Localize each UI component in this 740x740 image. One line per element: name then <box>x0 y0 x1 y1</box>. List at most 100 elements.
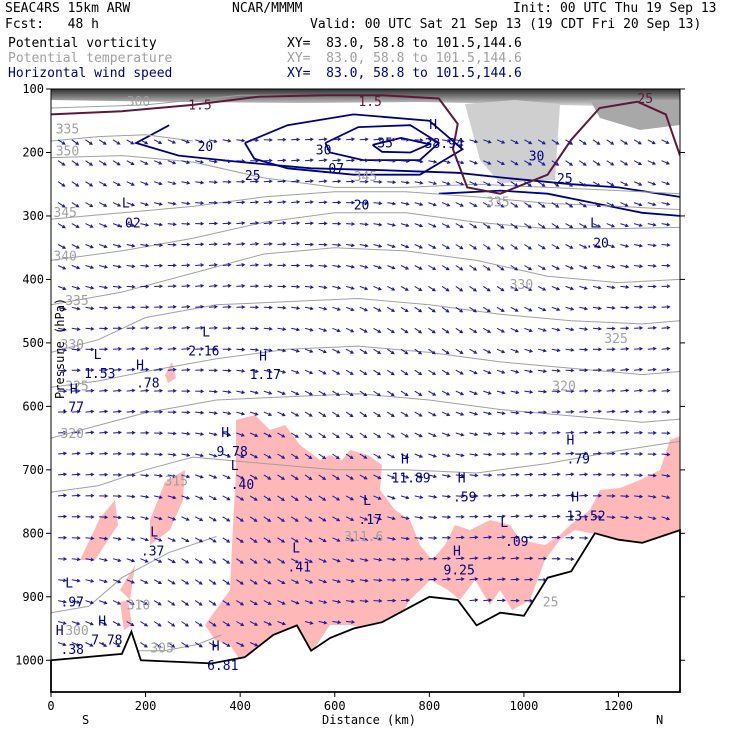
wind-arrow-693 <box>442 474 452 478</box>
wind-arrow-180 <box>154 263 164 268</box>
wind-arrow-178 <box>154 222 164 227</box>
wind-arrow-15 <box>58 451 68 456</box>
wind-arrow-96 <box>99 579 108 584</box>
wind-arrow-4 <box>57 223 66 229</box>
wind-arrow-225 <box>181 160 191 165</box>
wind-arrow-136 <box>126 367 136 372</box>
wind-arrow-339 <box>236 453 245 458</box>
wind-arrow-520 <box>346 200 356 205</box>
wind-arrow-793 <box>510 202 519 208</box>
wind-arrow-458 <box>304 411 313 417</box>
wind-arrow-674 <box>428 536 438 540</box>
wind-arrow-404 <box>277 263 287 268</box>
wind-arrow-182 <box>154 305 164 309</box>
wind-arrow-521 <box>346 222 356 226</box>
contour-line-2 <box>324 124 441 161</box>
wind-arrow-712 <box>455 411 465 416</box>
wind-arrow-500 <box>332 285 342 290</box>
wind-arrow-246 <box>181 600 190 606</box>
wind-arrow-937 <box>592 493 603 498</box>
wind-arrow-388 <box>263 432 272 438</box>
contour-label-35: L <box>590 216 598 231</box>
wind-arrow-379 <box>263 242 273 246</box>
wind-arrow-406 <box>277 305 287 310</box>
contour-label-66: .09 <box>505 535 528 550</box>
wind-arrow-261 <box>195 389 205 394</box>
wind-arrow-729 <box>469 306 478 313</box>
contour-label-30: H <box>429 118 437 133</box>
wind-arrow-603 <box>387 474 396 479</box>
wind-arrow-333 <box>236 326 246 331</box>
wind-arrow-882 <box>565 202 574 208</box>
wind-arrow-60 <box>85 347 95 352</box>
wind-arrow-856 <box>538 556 548 561</box>
wind-arrow-497 <box>332 221 342 226</box>
wind-arrow-611 <box>400 159 410 164</box>
wind-arrow-260 <box>195 368 205 372</box>
wind-arrow-424 <box>291 179 301 184</box>
wind-arrow-72 <box>85 600 95 605</box>
wind-arrow-233 <box>181 325 191 330</box>
contour-line-4 <box>438 189 680 217</box>
wind-arrow-331 <box>236 284 246 288</box>
wind-arrow-489 <box>318 558 327 563</box>
wind-arrow-143 <box>126 516 136 520</box>
contour-label-68: 9.25 <box>444 564 475 579</box>
wind-arrow-344 <box>236 558 244 564</box>
wind-arrow-79 <box>99 223 108 228</box>
wind-arrow-604 <box>387 495 396 500</box>
wind-arrow-844 <box>537 306 547 312</box>
wind-arrow-501 <box>332 306 341 311</box>
wind-arrow-251 <box>195 180 205 185</box>
wind-arrow-69 <box>85 536 95 541</box>
wind-arrow-1007 <box>647 367 657 372</box>
wind-arrow-923 <box>592 202 601 207</box>
wind-arrow-437 <box>290 453 299 459</box>
wind-arrow-1015 <box>661 139 670 144</box>
wind-arrow-236 <box>181 389 191 393</box>
wind-arrow-488 <box>318 537 327 542</box>
wind-arrow-435 <box>290 411 300 417</box>
wind-arrow-733 <box>469 390 478 395</box>
wind-arrow-312 <box>222 411 232 416</box>
wind-arrow-384 <box>263 348 273 353</box>
wind-arrow-263 <box>195 432 205 436</box>
wind-arrow-750 <box>483 265 491 271</box>
wind-arrow-376 <box>263 179 273 184</box>
wind-arrow-889 <box>565 348 575 352</box>
wind-arrow-677 <box>442 138 452 143</box>
wind-arrow-924 <box>592 223 602 228</box>
wind-arrow-949 <box>606 347 616 352</box>
wind-arrow-120 <box>112 558 122 563</box>
wind-arrow-470 <box>318 158 328 163</box>
wind-arrow-670 <box>428 453 438 458</box>
wind-arrow-656 <box>428 159 438 164</box>
wind-arrow-367 <box>249 516 258 522</box>
wind-arrow-29 <box>71 223 80 228</box>
wind-arrow-323 <box>222 642 231 647</box>
wind-arrow-167 <box>140 516 150 520</box>
wind-arrow-717 <box>455 514 465 519</box>
wind-arrow-409 <box>277 369 287 374</box>
x-axis-label: Distance (km) <box>322 713 416 727</box>
wind-arrow-249 <box>195 139 204 144</box>
wind-arrow-567 <box>373 201 383 206</box>
wind-arrow-736 <box>469 453 479 457</box>
wind-arrow-342 <box>236 516 244 522</box>
wind-arrow-66 <box>85 472 95 477</box>
wind-arrow-751 <box>483 285 491 292</box>
wind-arrow-348 <box>236 642 245 647</box>
wind-arrow-228 <box>181 222 191 226</box>
wind-arrow-813 <box>524 139 533 145</box>
wind-arrow-549 <box>359 306 369 312</box>
wind-arrow-371 <box>249 600 258 606</box>
wind-arrow-366 <box>249 495 258 501</box>
wind-arrow-883 <box>565 223 574 229</box>
wind-arrow-305 <box>222 263 232 267</box>
wind-arrow-151 <box>140 181 149 186</box>
wind-arrow-647 <box>414 432 423 438</box>
wind-arrow-730 <box>469 327 478 334</box>
wind-arrow-845 <box>537 327 547 332</box>
wind-arrow-594 <box>387 285 396 291</box>
wind-arrow-642 <box>414 327 423 334</box>
